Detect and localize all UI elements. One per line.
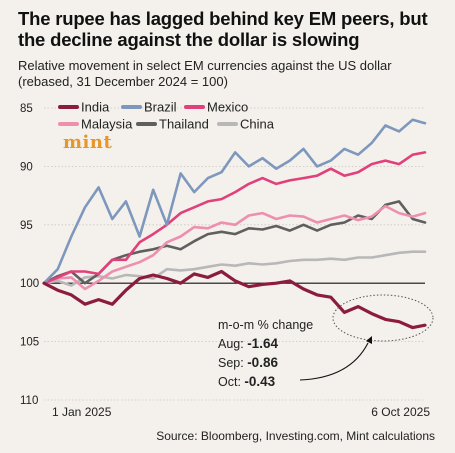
y-tick-label: 95 <box>20 220 33 232</box>
legend-label-brazil: Brazil <box>144 100 177 115</box>
legend-label-mexico: Mexico <box>207 100 248 115</box>
highlight-circle <box>332 294 434 342</box>
x-axis-ticks: 1 Jan 2025 6 Oct 2025 <box>52 405 430 419</box>
legend-label-china: China <box>240 117 275 132</box>
annotation: m-o-m % change Aug: -1.64 Sep: -0.86 Oct: -… <box>218 294 434 389</box>
y-tick-label: 110 <box>20 395 38 407</box>
series-line-india <box>42 269 427 330</box>
y-tick-label: 85 <box>20 103 33 115</box>
arrow-head <box>366 336 372 344</box>
series-line-malaysia <box>42 204 427 291</box>
series-line-china <box>42 250 427 287</box>
annotation-label: Aug: -1.64 <box>218 336 278 351</box>
source-note: Source: Bloomberg, Investing.com, Mint c… <box>156 429 435 443</box>
mint-logo: mint <box>63 132 113 153</box>
y-axis-ticks: 85 90 95 100 105 110 <box>20 103 39 407</box>
legend-label-malaysia: Malaysia <box>81 117 133 132</box>
chart-subtitle: Relative movement in select EM currencie… <box>18 58 392 89</box>
annotation-value: -0.43 <box>244 374 275 389</box>
annotation-arrow <box>299 342 369 381</box>
legend-label-india: India <box>81 100 110 115</box>
annotation-value: -1.64 <box>247 336 278 351</box>
annotation-label: Sep: -0.86 <box>218 355 278 370</box>
y-tick-label: 105 <box>20 337 39 349</box>
annotation-label: Oct: -0.43 <box>218 374 276 389</box>
y-tick-label: 90 <box>20 161 33 173</box>
x-tick-label: 1 Jan 2025 <box>52 405 112 419</box>
annotation-value: -0.86 <box>247 355 278 370</box>
legend-label-thailand: Thailand <box>159 117 209 132</box>
series-lines <box>42 118 427 330</box>
series-line-mexico <box>42 151 427 285</box>
annotation-heading: m-o-m % change <box>218 318 313 332</box>
x-tick-label: 6 Oct 2025 <box>371 405 430 419</box>
y-tick-label: 100 <box>20 278 39 290</box>
chart-title: The rupee has lagged behind key EM peers… <box>18 8 428 50</box>
series-line-brazil <box>42 118 427 285</box>
legend: India Brazil Mexico Malaysia Thailand China <box>58 100 275 132</box>
